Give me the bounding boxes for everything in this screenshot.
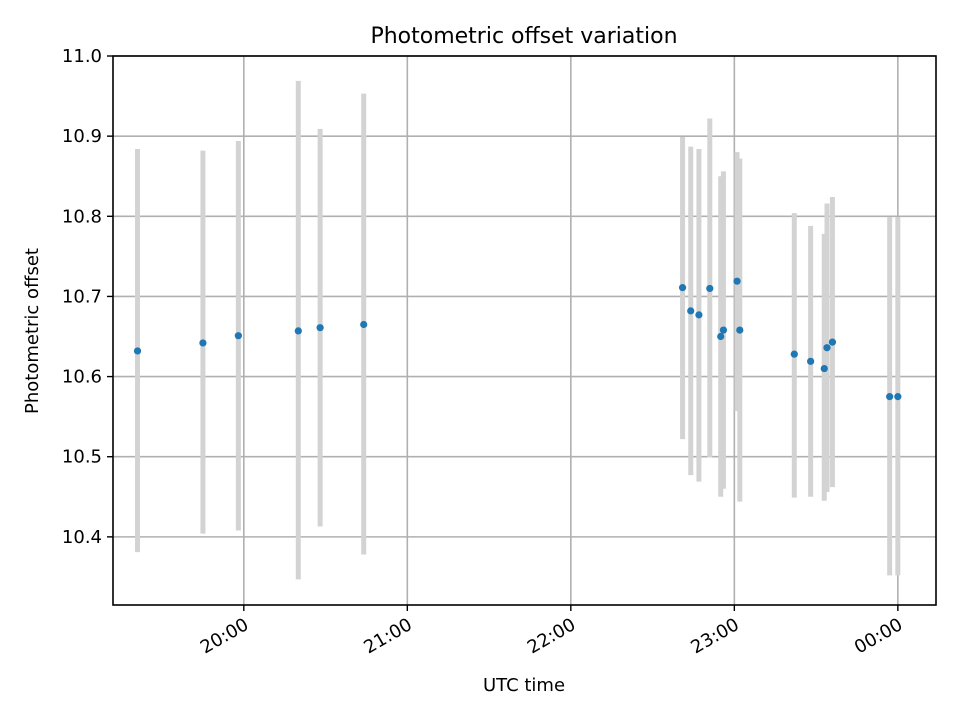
x-tick-label: 21:00 xyxy=(360,614,415,658)
x-tick-label: 22:00 xyxy=(524,614,579,658)
y-tick-label: 10.7 xyxy=(62,286,102,307)
y-tick-label: 10.4 xyxy=(62,527,102,548)
plot-frame xyxy=(112,55,937,606)
y-axis-label: Photometric offset xyxy=(22,248,43,414)
data-point xyxy=(790,350,798,358)
data-point xyxy=(807,357,815,365)
data-point xyxy=(360,320,368,329)
data-point xyxy=(719,326,728,334)
data-point xyxy=(316,324,324,332)
data-point xyxy=(733,277,741,285)
y-tick-label: 10.6 xyxy=(62,367,102,388)
data-point xyxy=(706,284,714,293)
data-point xyxy=(894,393,902,401)
x-tick-label: 20:00 xyxy=(197,614,252,658)
y-tick-label: 11.0 xyxy=(62,46,102,67)
x-tick-label: 23:00 xyxy=(687,614,742,658)
x-ticks: 20:00 21:00 22:00 23:00 00:00 xyxy=(197,605,906,658)
data-point xyxy=(717,332,725,341)
data-point xyxy=(234,332,242,340)
y-tick-label: 10.5 xyxy=(62,447,102,468)
data-point xyxy=(820,364,828,373)
data-point xyxy=(687,307,695,315)
data-point xyxy=(678,284,687,292)
data-point xyxy=(823,344,831,352)
data-point xyxy=(736,326,744,334)
x-tick-label: 00:00 xyxy=(851,614,906,658)
data-point xyxy=(695,311,703,319)
data-point xyxy=(199,339,207,347)
y-tick-label: 10.9 xyxy=(62,126,102,147)
error-bars xyxy=(135,80,901,580)
chart-title: Photometric offset variation xyxy=(370,24,677,49)
data-point xyxy=(133,347,142,355)
x-axis-label: UTC time xyxy=(483,675,565,696)
data-point xyxy=(886,393,894,401)
y-tick-label: 10.8 xyxy=(62,206,102,227)
data-point xyxy=(294,327,302,335)
y-ticks: 10.4 10.5 10.6 10.7 10.8 10.9 11.0 xyxy=(62,46,113,548)
data-points xyxy=(133,277,902,401)
data-point xyxy=(828,338,837,346)
